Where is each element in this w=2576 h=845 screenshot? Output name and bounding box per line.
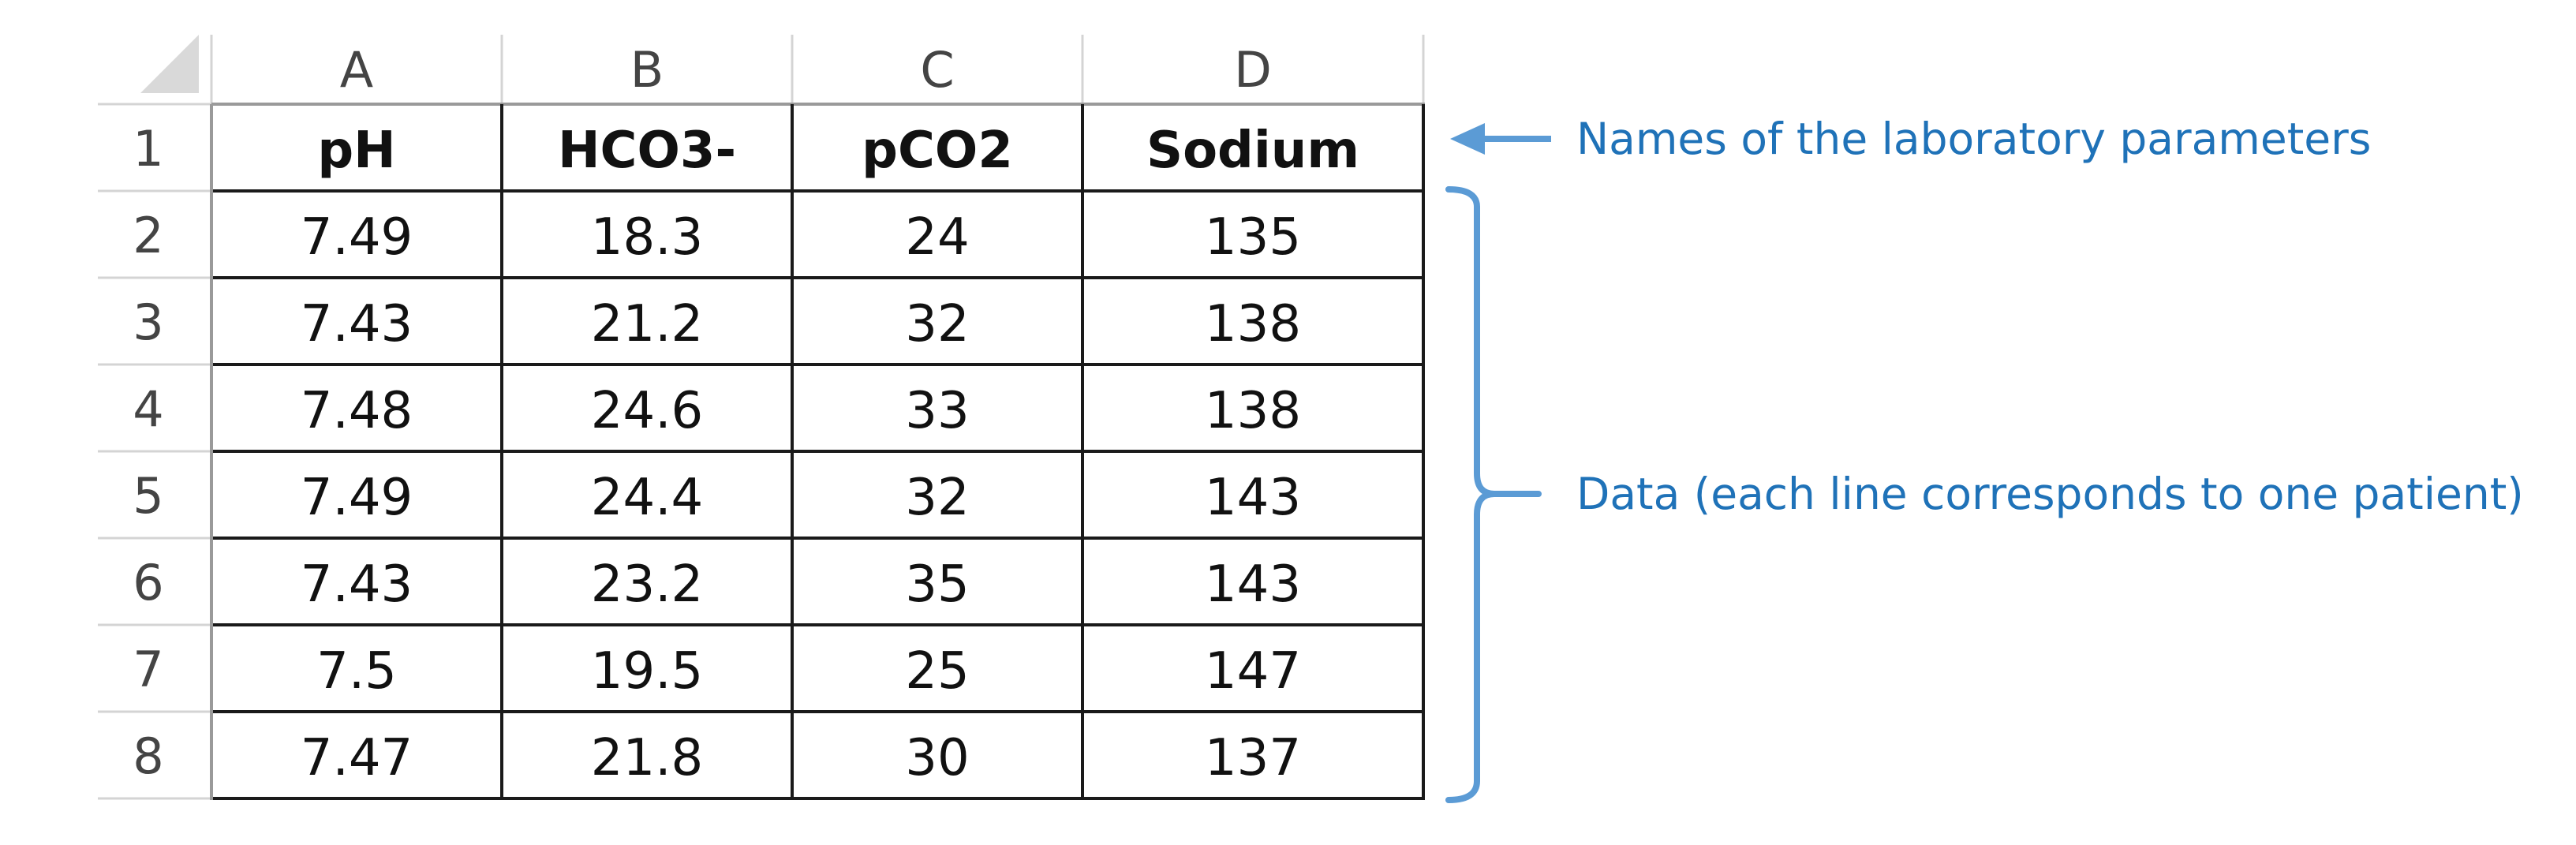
row-header-6[interactable]: 6 [133,554,163,611]
cell-d5[interactable]: 143 [1205,469,1301,527]
cell-a2[interactable]: 7.49 [301,208,413,267]
cell-b5[interactable]: 24.4 [591,469,704,527]
cell-a3[interactable]: 7.43 [301,295,413,353]
column-header-c[interactable]: C [920,41,954,99]
cell-b2[interactable]: 18.3 [591,208,704,267]
parameter-names-annotation: Names of the laboratory parameters [1576,114,2371,164]
cell-a8[interactable]: 7.47 [301,729,413,787]
row-header-3[interactable]: 3 [133,294,163,351]
row-header-8[interactable]: 8 [133,727,163,785]
cell-a5[interactable]: 7.49 [301,469,413,527]
data-annotation: Data (each line corresponds to one patie… [1576,469,2524,519]
table-row: 7.49 24.4 32 143 [301,469,1301,527]
table-row: 7.49 18.3 24 135 [301,208,1301,267]
table-row: 7.5 19.5 25 147 [316,642,1301,701]
cell-c2[interactable]: 24 [905,208,969,267]
row-header-1[interactable]: 1 [133,120,163,178]
cell-d4[interactable]: 138 [1205,382,1301,440]
table-row: 7.48 24.6 33 138 [301,382,1301,440]
column-header-b[interactable]: B [630,41,664,99]
cell-b4[interactable]: 24.6 [591,382,704,440]
cell-d2[interactable]: 135 [1205,208,1301,267]
cell-c1[interactable]: pCO2 [862,122,1013,180]
cell-b6[interactable]: 23.2 [591,555,704,614]
left-arrow-icon [1450,123,1551,155]
cell-c3[interactable]: 32 [905,295,969,353]
row-header-7[interactable]: 7 [133,641,163,698]
right-bracket-icon [1445,186,1542,803]
cell-c5[interactable]: 32 [905,469,969,527]
cell-a7[interactable]: 7.5 [316,642,397,701]
cell-d7[interactable]: 147 [1205,642,1301,701]
cell-d8[interactable]: 137 [1205,729,1301,787]
cell-d6[interactable]: 143 [1205,555,1301,614]
cell-b1[interactable]: HCO3- [558,122,736,180]
table-row: 7.47 21.8 30 137 [301,729,1301,787]
cell-c7[interactable]: 25 [905,642,969,701]
cell-b3[interactable]: 21.2 [591,295,704,353]
row-headers: 1 2 3 4 5 6 7 8 [133,120,163,785]
select-all-corner[interactable] [140,35,199,93]
table-row: 7.43 21.2 32 138 [301,295,1301,353]
cell-b7[interactable]: 19.5 [591,642,704,701]
row-header-5[interactable]: 5 [133,467,163,525]
cell-a1[interactable]: pH [317,122,395,180]
column-headers: A B C D [340,41,1272,99]
header-grid-lines [98,35,1425,800]
table-row: 7.43 23.2 35 143 [301,555,1301,614]
column-header-a[interactable]: A [340,41,373,99]
parameter-names-row: pH HCO3- pCO2 Sodium [317,122,1359,180]
row-header-2[interactable]: 2 [133,207,163,264]
cell-a4[interactable]: 7.48 [301,382,413,440]
cell-d1[interactable]: Sodium [1146,122,1359,180]
cell-a6[interactable]: 7.43 [301,555,413,614]
column-header-d[interactable]: D [1234,41,1272,99]
cell-b8[interactable]: 21.8 [591,729,704,787]
table-grid-lines [210,103,1425,800]
cell-c4[interactable]: 33 [905,382,969,440]
cell-d3[interactable]: 138 [1205,295,1301,353]
row-header-4[interactable]: 4 [133,380,163,438]
cell-c8[interactable]: 30 [905,729,969,787]
cell-c6[interactable]: 35 [905,555,969,614]
